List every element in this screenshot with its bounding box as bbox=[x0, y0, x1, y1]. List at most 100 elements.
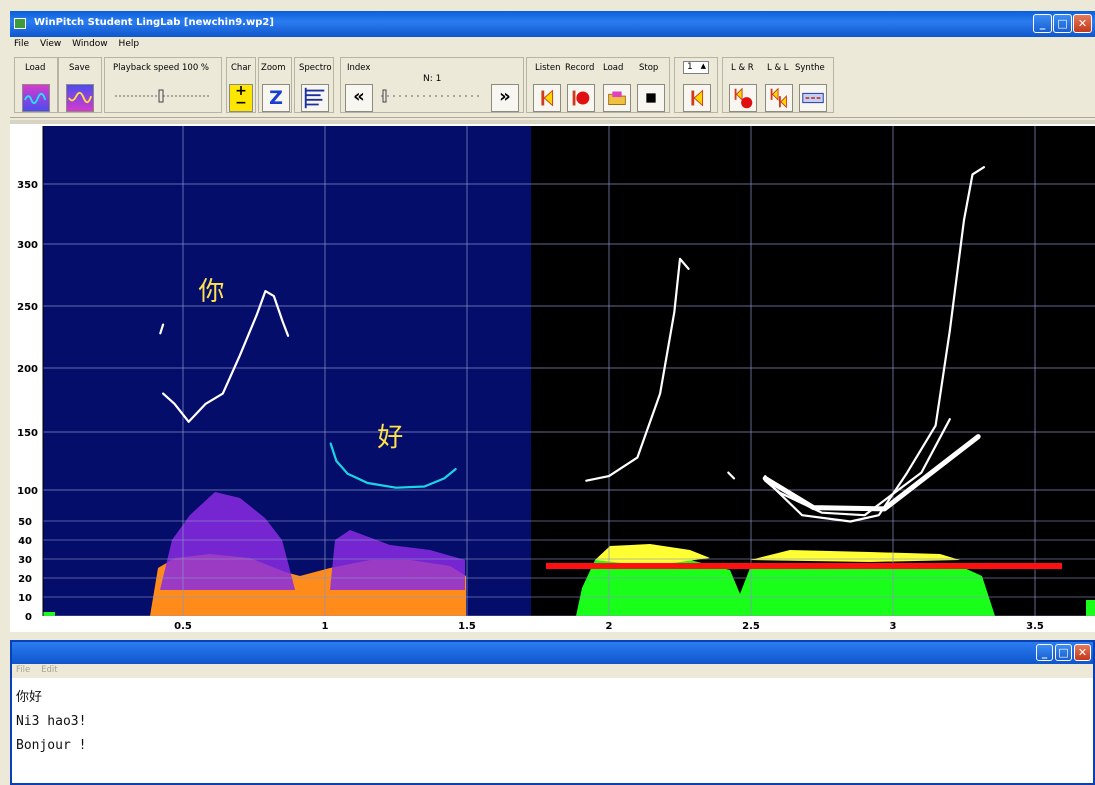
time-tick-label: 1 bbox=[322, 621, 329, 632]
text-line-french: Bonjour ! bbox=[16, 738, 87, 753]
load-label: Load bbox=[25, 63, 46, 73]
char-size-button[interactable]: + − bbox=[229, 84, 253, 112]
time-tick-label: 2 bbox=[606, 621, 613, 632]
listen-record-icon bbox=[734, 87, 753, 109]
listen-record-button[interactable] bbox=[729, 84, 757, 112]
ll-label: L & L bbox=[767, 63, 789, 73]
time-tick-label: 3 bbox=[890, 621, 897, 632]
intensity-tick-label: 0 bbox=[25, 612, 32, 623]
menu-file[interactable]: File bbox=[14, 39, 30, 49]
synthe-label: Synthe bbox=[795, 63, 825, 73]
text-window-close-button[interactable]: ✕ bbox=[1074, 644, 1091, 661]
index-slider[interactable] bbox=[379, 88, 485, 104]
listen-button[interactable] bbox=[533, 84, 561, 112]
syllable-label: 好 bbox=[377, 423, 403, 453]
menu-view[interactable]: View bbox=[39, 39, 62, 49]
maximize-button[interactable]: □ bbox=[1053, 14, 1072, 33]
pitch-curve bbox=[762, 434, 981, 512]
plus-icon: + bbox=[235, 83, 247, 99]
play-segment-button[interactable] bbox=[683, 84, 711, 112]
text-window: _ □ ✕ File Edit 你好 Ni3 hao3! Bonjour ! bbox=[10, 640, 1095, 785]
load-group: Load bbox=[14, 57, 58, 113]
char-group: Char + − bbox=[226, 57, 256, 113]
intensity-tick-label: 10 bbox=[18, 593, 32, 604]
edge-mark bbox=[1086, 600, 1095, 616]
index-value: N: 1 bbox=[423, 74, 442, 84]
counter-spinner[interactable]: 1 ▲ bbox=[683, 61, 709, 74]
pitch-tick-label: 150 bbox=[17, 428, 38, 439]
load-audio-button[interactable] bbox=[603, 84, 631, 112]
menu-bar: File View Window Help bbox=[10, 37, 1095, 52]
reference-spectrum-envelope bbox=[160, 492, 465, 590]
time-tick-label: 3.5 bbox=[1026, 621, 1044, 632]
play-icon bbox=[691, 89, 704, 107]
minus-icon: − bbox=[235, 95, 247, 111]
pitch-curve bbox=[727, 471, 736, 480]
spectro-button[interactable] bbox=[301, 84, 329, 112]
pitch-chart[interactable]: 你好 100 150 200 250 300 350 0 10 20 30 40 50 0.5 1 1.5 2… bbox=[10, 120, 1095, 632]
zoom-group: Zoom Z bbox=[258, 57, 292, 113]
play-icon bbox=[541, 89, 554, 107]
index-next-button[interactable]: » bbox=[491, 84, 519, 112]
spectrogram-icon bbox=[304, 87, 325, 109]
zoom-button[interactable]: Z bbox=[262, 84, 290, 112]
toolbar: Load Save Playback speed 100 % Char + − … bbox=[10, 52, 1095, 118]
student-panel bbox=[531, 126, 1095, 616]
pitch-curve bbox=[329, 442, 457, 489]
edge-mark bbox=[43, 612, 55, 616]
pitch-curve bbox=[585, 257, 690, 482]
spectro-group: Spectro bbox=[294, 57, 334, 113]
audio-group: Listen Record Load Stop bbox=[526, 57, 670, 113]
text-window-body[interactable]: 你好 Ni3 hao3! Bonjour ! bbox=[16, 686, 86, 758]
save-group: Save bbox=[58, 57, 102, 113]
intensity-tick-label: 40 bbox=[18, 536, 32, 547]
text-menu-edit[interactable]: Edit bbox=[41, 665, 58, 675]
text-window-menu: File Edit bbox=[12, 664, 1093, 678]
char-label: Char bbox=[231, 63, 252, 73]
text-menu-file[interactable]: File bbox=[16, 665, 31, 675]
text-window-minimize-button[interactable]: _ bbox=[1036, 644, 1053, 661]
close-button[interactable]: ✕ bbox=[1073, 14, 1092, 33]
time-tick-label: 2.5 bbox=[742, 621, 760, 632]
stop-label: Stop bbox=[639, 63, 659, 73]
folder-icon bbox=[608, 91, 626, 105]
listen-listen-button[interactable] bbox=[765, 84, 793, 112]
synthesis-button[interactable] bbox=[799, 84, 827, 112]
reference-panel bbox=[43, 126, 531, 616]
listen-label: Listen bbox=[535, 63, 561, 73]
counter-group: 1 ▲ bbox=[674, 57, 718, 113]
zoom-label: Zoom bbox=[261, 63, 286, 73]
pitch-curve bbox=[764, 166, 985, 523]
load-button[interactable] bbox=[22, 84, 50, 112]
record-button[interactable] bbox=[567, 84, 595, 112]
time-tick-label: 1.5 bbox=[458, 621, 476, 632]
playback-speed-slider[interactable] bbox=[113, 88, 213, 104]
intensity-tick-label: 20 bbox=[18, 574, 32, 585]
index-prev-button[interactable]: « bbox=[345, 84, 373, 112]
pitch-curve bbox=[162, 290, 290, 423]
stop-button[interactable] bbox=[637, 84, 665, 112]
text-window-title-bar: _ □ ✕ bbox=[12, 642, 1093, 664]
window-title: WinPitch Student LingLab [newchin9.wp2] bbox=[34, 17, 274, 28]
app-icon bbox=[14, 18, 26, 29]
pitch-tick-label: 200 bbox=[17, 364, 38, 375]
pitch-curve bbox=[764, 418, 951, 517]
title-bar: WinPitch Student LingLab [newchin9.wp2] … bbox=[10, 11, 1095, 37]
menu-help[interactable]: Help bbox=[118, 39, 140, 49]
menu-window[interactable]: Window bbox=[72, 39, 108, 49]
waveform-icon bbox=[24, 92, 47, 105]
syllable-label: 你 bbox=[198, 277, 224, 307]
save-label: Save bbox=[69, 63, 90, 73]
save-button[interactable] bbox=[66, 84, 94, 112]
pitch-tick-label: 350 bbox=[17, 180, 38, 191]
text-window-maximize-button[interactable]: □ bbox=[1055, 644, 1072, 661]
pitch-tick-label: 300 bbox=[17, 240, 38, 251]
index-label: Index bbox=[347, 63, 371, 73]
minimize-button[interactable]: _ bbox=[1033, 14, 1052, 33]
compare-group: L & R L & L Synthe bbox=[722, 57, 834, 113]
index-group: Index N: 1 « » bbox=[340, 57, 524, 113]
analysis-pane[interactable]: 你好 100 150 200 250 300 350 0 10 20 30 40 50 0.5 1 1.5 2… bbox=[10, 120, 1095, 632]
waveform-icon bbox=[68, 91, 93, 104]
listen-listen-icon bbox=[770, 87, 787, 109]
load-audio-label: Load bbox=[603, 63, 624, 73]
